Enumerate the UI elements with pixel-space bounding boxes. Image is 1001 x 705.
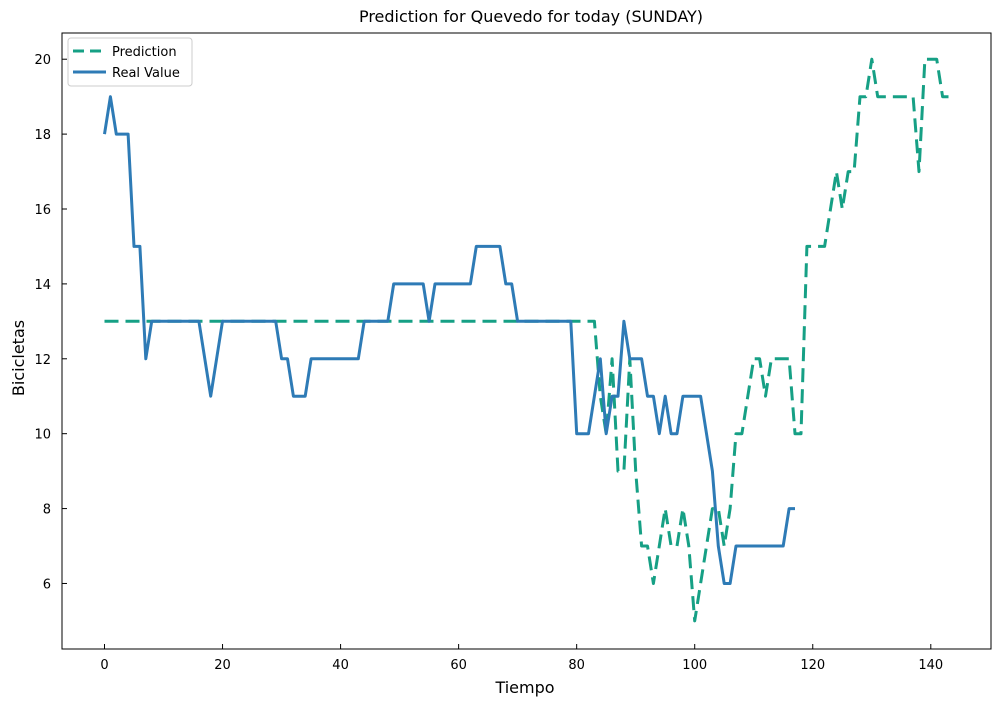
x-tick-label: 20 <box>214 658 231 673</box>
x-tick-label: 140 <box>918 658 943 673</box>
legend-label-2: Real Value <box>112 66 180 81</box>
legend: Prediction Real Value <box>67 37 193 87</box>
x-tick-label: 120 <box>800 658 825 673</box>
y-tick-label: 16 <box>34 203 51 218</box>
y-tick-label: 10 <box>34 428 51 443</box>
x-tick-label: 0 <box>100 658 108 673</box>
y-tick-label: 8 <box>43 503 51 518</box>
legend-label-1: Prediction <box>112 45 177 60</box>
y-tick-label: 14 <box>34 278 51 293</box>
y-tick-label: 12 <box>34 353 51 368</box>
series-line-2 <box>103 95 795 585</box>
x-tick-label: 80 <box>568 658 585 673</box>
x-tick-label: 40 <box>332 658 349 673</box>
y-tick-label: 18 <box>34 128 51 143</box>
y-axis-label: Bicicletas <box>9 320 28 396</box>
y-tick-label: 20 <box>34 53 51 68</box>
chart-title: Prediction for Quevedo for today (SUNDAY… <box>359 7 703 26</box>
plot-frame <box>61 32 992 650</box>
series-layer <box>103 57 949 623</box>
x-axis-label: Tiempo <box>494 678 554 697</box>
x-tick-label: 60 <box>450 658 467 673</box>
axes: 0 20 40 60 80 100 120 140 6 8 10 12 14 16 18 20 <box>34 32 992 673</box>
y-tick-label: 6 <box>43 577 51 592</box>
x-tick-label: 100 <box>682 658 707 673</box>
